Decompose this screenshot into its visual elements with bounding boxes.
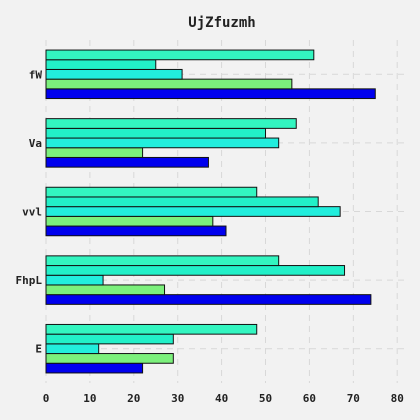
x-tick-label: 40 [215, 392, 228, 405]
bar [45, 186, 258, 198]
bar [45, 294, 372, 305]
bar [45, 59, 157, 70]
y-axis-ticks: E FhpL vvl Va fW [16, 68, 43, 355]
bar [45, 215, 214, 227]
x-tick-label: 70 [347, 392, 360, 405]
bar [45, 156, 209, 168]
x-tick-label: 80 [391, 392, 404, 405]
x-tick-label: 60 [303, 392, 316, 405]
y-tick-label: E [35, 343, 42, 356]
bar [45, 284, 166, 296]
bar [45, 362, 144, 374]
y-tick-label: Va [29, 137, 42, 150]
bar [45, 88, 376, 100]
bar [45, 343, 100, 355]
bar [45, 68, 183, 80]
x-tick-label: 30 [171, 392, 184, 405]
x-tick-label: 0 [43, 392, 50, 405]
bar [45, 333, 174, 345]
bar [45, 118, 297, 129]
bar [45, 265, 346, 276]
y-tick-label: FhpL [16, 274, 43, 287]
bar [45, 78, 293, 90]
x-tick-label: 20 [127, 392, 140, 405]
bar [45, 196, 319, 208]
y-tick-label: fW [29, 68, 43, 81]
bar [45, 274, 104, 286]
bars [45, 49, 376, 374]
chart-title: UjZfuzmh [188, 15, 255, 31]
bar [45, 323, 258, 335]
x-tick-label: 50 [259, 392, 272, 405]
bar [45, 147, 144, 158]
bar [45, 206, 341, 217]
y-tick-label: vvl [22, 206, 42, 219]
bar [45, 137, 280, 149]
bar [45, 353, 174, 364]
bar [45, 127, 267, 139]
bar [45, 49, 315, 61]
bar [45, 255, 280, 267]
bar [45, 225, 227, 237]
x-tick-label: 10 [83, 392, 96, 405]
x-axis-ticks: 0 10 20 30 40 50 60 70 80 [43, 392, 404, 405]
